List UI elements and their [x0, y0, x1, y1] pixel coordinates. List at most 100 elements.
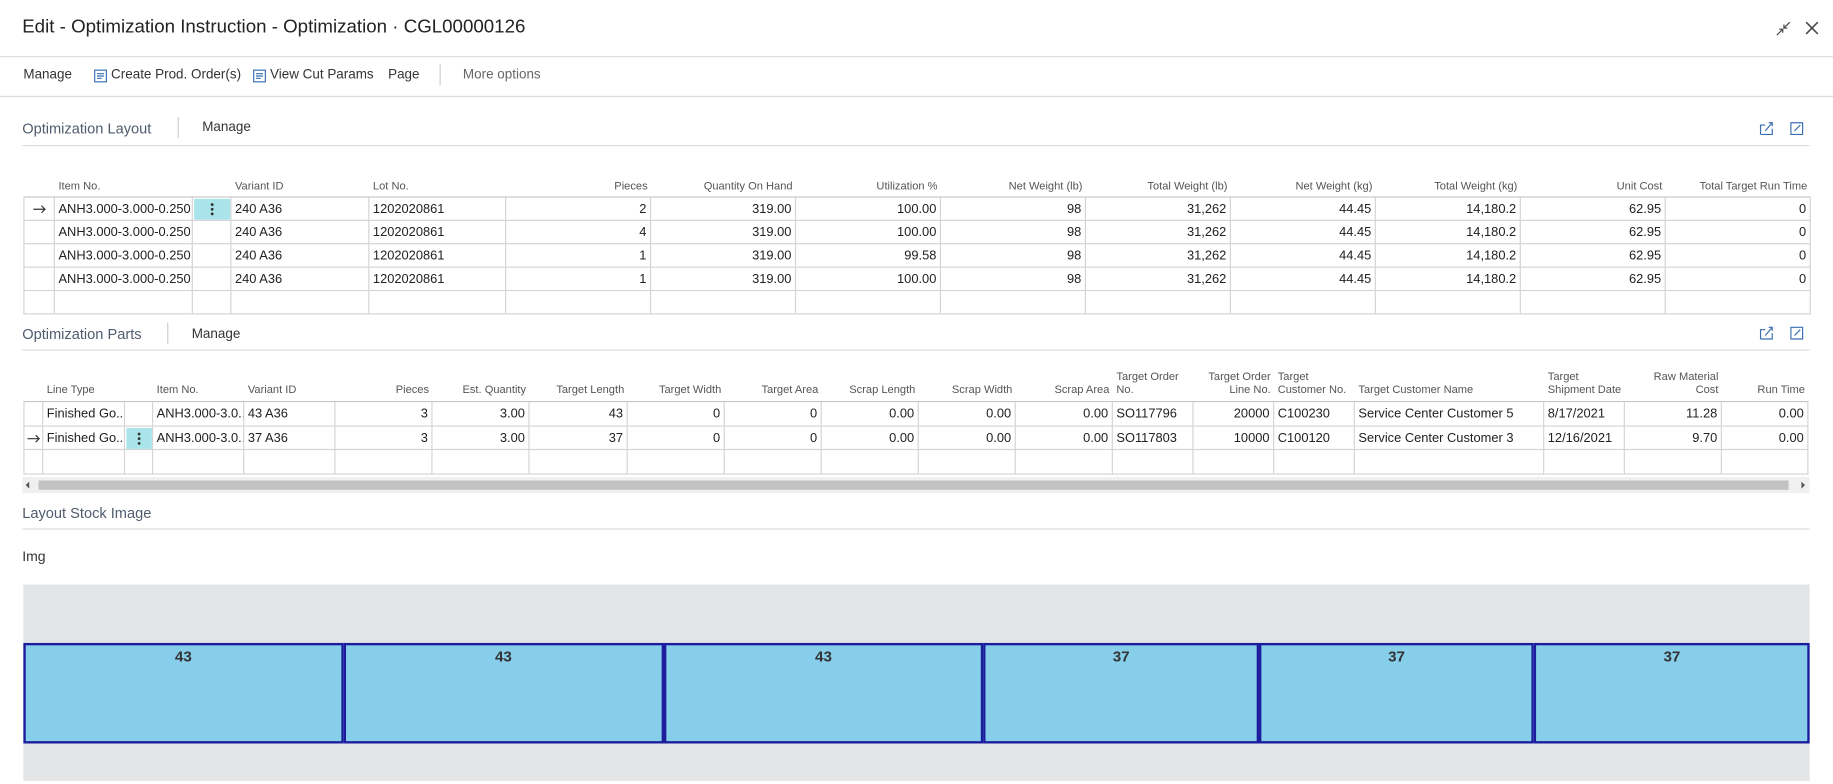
table-cell[interactable]: ANH3.000-3.0...	[153, 426, 245, 451]
table-cell[interactable]: 0.00	[821, 402, 919, 427]
table-cell[interactable]: 0	[627, 426, 725, 451]
table-cell[interactable]: 14,180.2	[1375, 220, 1521, 245]
empty-cell[interactable]	[1624, 450, 1722, 475]
empty-cell[interactable]	[941, 291, 1087, 315]
table-cell[interactable]: ANH3.000-3.000-0.250	[54, 244, 193, 268]
table-cell[interactable]: 1202020861	[369, 244, 507, 268]
table-cell[interactable]: 3.00	[432, 426, 530, 451]
empty-cell[interactable]	[1230, 291, 1376, 315]
empty-cell[interactable]	[125, 450, 154, 475]
table-cell[interactable]: Service Center Customer 3	[1354, 426, 1545, 451]
empty-cell[interactable]	[1193, 450, 1275, 475]
section-icons[interactable]	[1758, 325, 1805, 341]
empty-cell[interactable]	[918, 450, 1016, 475]
table-cell[interactable]: 10000	[1193, 426, 1275, 451]
table-cell[interactable]: 1202020861	[369, 197, 507, 221]
empty-cell[interactable]	[1721, 450, 1809, 475]
table-cell[interactable]: C100120	[1274, 426, 1355, 451]
empty-cell[interactable]	[231, 291, 370, 315]
empty-cell[interactable]	[432, 450, 530, 475]
row-menu[interactable]	[194, 198, 231, 220]
table-cell[interactable]: 100.00	[796, 197, 942, 221]
table-cell[interactable]: 43	[529, 402, 628, 427]
action-button[interactable]: View Cut Params	[270, 67, 374, 82]
empty-cell[interactable]	[1274, 450, 1355, 475]
empty-cell[interactable]	[192, 197, 232, 221]
empty-cell[interactable]	[192, 244, 232, 268]
empty-cell[interactable]	[23, 267, 55, 292]
table-cell[interactable]: 0.00	[1721, 402, 1809, 427]
table-cell[interactable]: Service Center Customer 5	[1354, 402, 1545, 427]
table-cell[interactable]: 0.00	[1721, 426, 1809, 451]
table-cell[interactable]: 240 A36	[231, 197, 370, 221]
table-cell[interactable]: 3	[335, 402, 433, 427]
action-button[interactable]: More options	[462, 67, 541, 82]
empty-cell[interactable]	[724, 450, 822, 475]
table-cell[interactable]: 0	[1665, 267, 1811, 292]
table-cell[interactable]: 98	[941, 197, 1087, 221]
empty-cell[interactable]	[796, 291, 942, 315]
row-selector[interactable]	[23, 198, 55, 221]
table-cell[interactable]: 62.95	[1520, 267, 1666, 292]
table-cell[interactable]: 11.28	[1624, 402, 1722, 427]
empty-cell[interactable]	[153, 450, 245, 475]
section-action[interactable]: Manage	[202, 120, 251, 135]
table-cell[interactable]: 62.95	[1520, 197, 1666, 221]
empty-cell[interactable]	[1354, 450, 1545, 475]
table-cell[interactable]: 0	[1665, 244, 1811, 268]
table-cell[interactable]: ANH3.000-3.000-0.250	[54, 197, 193, 221]
table-cell[interactable]: 1	[506, 267, 652, 292]
empty-cell[interactable]	[627, 450, 725, 475]
table-cell[interactable]: 44.45	[1230, 244, 1376, 268]
empty-cell[interactable]	[1112, 450, 1194, 475]
empty-cell[interactable]	[23, 402, 44, 427]
empty-cell[interactable]	[821, 450, 919, 475]
empty-cell[interactable]	[192, 220, 232, 245]
table-cell[interactable]: 62.95	[1520, 244, 1666, 268]
table-cell[interactable]: Finished Go...	[43, 402, 126, 427]
table-cell[interactable]: 31,262	[1086, 197, 1231, 221]
table-cell[interactable]: ANH3.000-3.0...	[153, 402, 245, 427]
table-cell[interactable]: 9.70	[1624, 426, 1722, 451]
table-cell[interactable]: 319.00	[651, 267, 797, 292]
table-cell[interactable]: 0	[627, 402, 725, 427]
action-button[interactable]: Page	[388, 67, 420, 82]
empty-cell[interactable]	[651, 291, 797, 315]
section-action[interactable]: Manage	[191, 327, 241, 342]
table-cell[interactable]: 31,262	[1086, 244, 1231, 268]
table-cell[interactable]: 99.58	[796, 244, 942, 268]
table-cell[interactable]: 12/16/2021	[1544, 426, 1625, 451]
table-cell[interactable]: 62.95	[1520, 220, 1666, 245]
empty-cell[interactable]	[1544, 450, 1625, 475]
table-cell[interactable]: 98	[941, 244, 1087, 268]
empty-cell[interactable]	[369, 291, 507, 315]
empty-cell[interactable]	[529, 450, 628, 475]
table-cell[interactable]: 240 A36	[231, 244, 370, 268]
empty-cell[interactable]	[125, 402, 154, 427]
table-cell[interactable]: 31,262	[1086, 267, 1231, 292]
table-cell[interactable]: 240 A36	[231, 220, 370, 245]
empty-cell[interactable]	[23, 197, 55, 221]
table-cell[interactable]: 3.00	[432, 402, 530, 427]
table-cell[interactable]: Finished Go...	[43, 426, 126, 451]
table-cell[interactable]: ANH3.000-3.000-0.250	[54, 220, 193, 245]
table-cell[interactable]: 14,180.2	[1375, 197, 1521, 221]
empty-cell[interactable]	[23, 450, 44, 475]
empty-cell[interactable]	[192, 291, 232, 315]
table-cell[interactable]: ANH3.000-3.000-0.250	[54, 267, 193, 292]
empty-cell[interactable]	[1665, 291, 1811, 315]
table-cell[interactable]: 100.00	[796, 267, 942, 292]
table-cell[interactable]: 37	[529, 426, 628, 451]
table-cell[interactable]: 3	[335, 426, 433, 451]
table-cell[interactable]: 44.45	[1230, 220, 1376, 245]
section-icons[interactable]	[1758, 120, 1805, 136]
empty-cell[interactable]	[1086, 291, 1231, 315]
table-cell[interactable]: 1202020861	[369, 267, 507, 292]
table-cell[interactable]: 14,180.2	[1375, 244, 1521, 268]
table-cell[interactable]: 44.45	[1230, 197, 1376, 221]
table-cell[interactable]: 319.00	[651, 244, 797, 268]
action-button[interactable]: Create Prod. Order(s)	[111, 67, 242, 82]
table-cell[interactable]: 0.00	[1015, 402, 1113, 427]
table-cell[interactable]: 98	[941, 220, 1087, 245]
scrollbar[interactable]	[22, 476, 1810, 494]
